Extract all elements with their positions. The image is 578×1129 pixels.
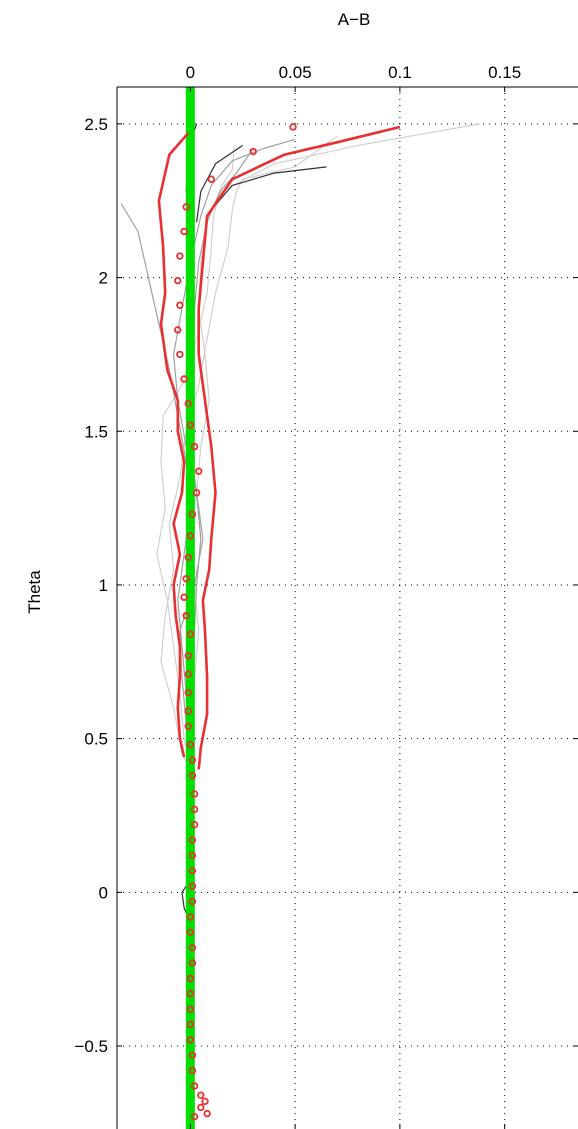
x-tick-label-2: 0.1 [388,63,412,82]
gray-trace-5 [185,148,254,764]
mean-point-32 [190,805,199,814]
mean-point-46 [186,1020,195,1029]
mean-points [174,123,297,1121]
mean-point-2 [207,175,215,183]
y-tick-label-2: 0.5 [84,730,108,749]
mean-point-45 [186,1005,195,1013]
mean-point-10 [180,375,188,383]
mean-point-9 [176,350,184,359]
mean-point-28 [186,741,195,749]
mean-point-40 [186,928,195,936]
mean-point-29 [188,756,197,764]
band-upper-line [197,125,401,770]
mean-point-33 [190,820,199,829]
gray-trace-7 [210,166,327,211]
mean-point-23 [184,651,192,660]
mean-point-24 [184,670,192,678]
mean-point-39 [186,913,195,921]
mean-point-54 [203,1109,211,1118]
mean-point-6 [174,276,182,285]
mean-point-15 [192,489,201,497]
mean-point-16 [188,510,197,518]
mean-point-8 [174,326,182,334]
tick-labels: 0 0.05 0.1 0.15 −0.5 0 0.5 1 1.5 2 2.5 [74,63,521,1056]
mean-point-53 [197,1103,205,1112]
y-tick-label-6: 2.5 [84,115,108,134]
x-tick-label-1: 0.05 [279,63,312,82]
mean-point-5 [176,252,184,260]
mean-point-36 [188,867,197,875]
mean-point-47 [186,1036,195,1044]
y-tick-label-4: 1.5 [84,422,108,441]
mean-point-14 [195,467,203,475]
mean-point-51 [197,1091,205,1099]
mean-point-52 [201,1097,209,1106]
y-tick-label-0: −0.5 [74,1037,108,1056]
gray-trace-2 [156,145,235,764]
y-axis-label: Theta [25,570,44,614]
x-tick-label-0: 0 [186,63,195,82]
mean-point-27 [184,722,192,731]
mean-point-22 [186,630,195,638]
axes [116,86,578,1129]
mean-point-48 [188,1051,197,1059]
mean-point-12 [186,421,195,429]
mean-point-4 [180,227,188,236]
mean-point-37 [188,882,197,890]
mean-point-1 [249,147,257,156]
band-lower-line [157,132,190,758]
band-lines [157,125,401,770]
mean-point-11 [184,399,192,408]
mean-point-17 [186,532,195,540]
y-tick-label-3: 1 [99,576,108,595]
mean-point-35 [188,851,197,860]
mean-point-26 [184,707,192,715]
mean-point-18 [184,553,192,561]
mean-point-42 [188,959,197,967]
mean-point-31 [190,790,199,798]
mean-point-55 [190,1113,199,1121]
mean-point-49 [188,1066,197,1075]
mean-point-30 [188,771,197,780]
mean-point-50 [190,1082,199,1090]
mean-point-19 [182,575,190,583]
mean-point-7 [176,301,184,309]
x-tick-label-3: 0.15 [488,63,521,82]
mean-point-21 [182,611,190,620]
mean-point-13 [190,442,199,451]
x-axis-label: A−B [338,10,371,29]
y-tick-label-1: 0 [99,883,108,902]
mean-point-44 [186,990,195,998]
mean-point-38 [188,897,197,906]
mean-point-41 [188,943,197,952]
y-tick-label-5: 2 [99,269,108,288]
mean-point-43 [186,974,195,983]
mean-point-0 [289,123,297,131]
mean-point-25 [184,688,192,697]
grid-layer [117,87,578,1129]
gray-trace-0 [189,123,480,770]
mean-point-20 [180,593,188,601]
mean-point-34 [188,836,197,844]
mean-point-3 [182,203,190,211]
